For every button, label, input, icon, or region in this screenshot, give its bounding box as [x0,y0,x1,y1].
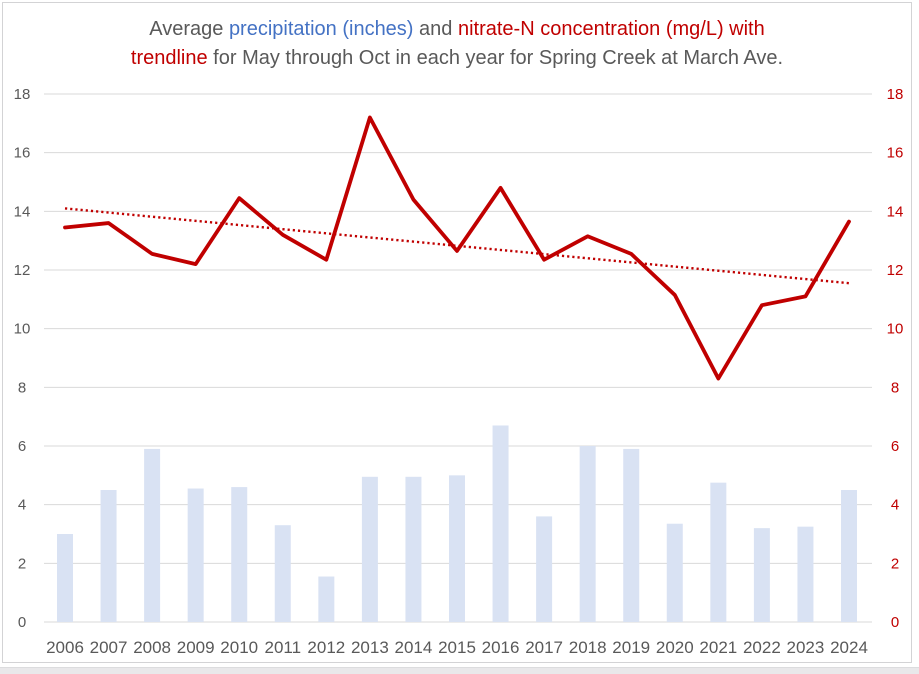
precipitation-bar-2016 [492,425,509,622]
left-axis-tick-label: 8 [18,379,26,396]
right-axis-tick-label: 8 [891,379,899,396]
bottom-window-edge [0,667,919,674]
precipitation-bar-2021 [710,482,727,622]
precipitation-bar-2009 [187,488,204,622]
chart-title: Average precipitation (inches) and nitra… [3,15,911,73]
right-axis-tick-label: 10 [887,321,904,338]
title-segment: and [413,18,458,40]
precipitation-bar-2012 [318,576,335,622]
left-axis-tick-label: 6 [18,438,26,455]
right-axis-tick-label: 2 [891,555,899,572]
precipitation-bar-2007 [100,490,117,622]
right-axis-tick-label: 16 [887,145,904,162]
title-segment: precipitation (inches) [228,18,414,40]
precipitation-bar-2023 [797,526,814,622]
x-axis-tick-label: 2008 [133,638,171,657]
x-axis-tick-label: 2016 [482,638,520,657]
left-axis-tick-label: 0 [18,614,26,631]
title-segment: trendline [130,47,208,69]
precipitation-bar-2020 [666,523,683,622]
precipitation-bar-2014 [405,476,422,622]
nitrate-line [63,115,851,381]
chart-title-line-1: Average precipitation (inches) and nitra… [3,15,911,44]
precipitation-bar-2006 [57,534,73,622]
title-segment: for May through Oct in each year for Spr… [207,47,784,69]
x-axis-tick-label: 2017 [525,638,563,657]
x-axis-tick-label: 2018 [569,638,607,657]
left-axis-tick-label: 14 [14,203,31,220]
precipitation-bar-2017 [536,516,553,622]
precipitation-bar-2013 [361,476,378,622]
x-axis-tick-label: 2020 [656,638,694,657]
x-axis-tick-label: 2010 [220,638,258,657]
left-axis-tick-label: 12 [14,262,31,279]
x-axis-tick-label: 2024 [830,638,868,657]
precipitation-bar-2010 [231,487,248,622]
left-axis-tick-label: 2 [18,555,26,572]
nitrate-trendline [64,207,850,285]
title-segment: nitrate-N concentration (mg/L) with [457,18,765,40]
precipitation-bar-2011 [274,525,291,622]
precipitation-bar-2024 [841,490,857,622]
right-axis-tick-label: 6 [891,438,899,455]
x-axis-tick-label: 2006 [46,638,84,657]
x-axis-tick-label: 2023 [787,638,825,657]
left-axis-tick-label: 18 [14,86,31,103]
right-axis-tick-label: 4 [891,497,899,514]
x-axis-tick-label: 2013 [351,638,389,657]
x-axis-tick-label: 2007 [90,638,128,657]
left-axis-tick-label: 10 [14,321,31,338]
precipitation-bar-2015 [449,475,465,622]
precipitation-bar-2018 [579,446,596,622]
x-axis-tick-label: 2012 [307,638,345,657]
right-axis-tick-label: 14 [887,203,904,220]
x-axis-tick-label: 2021 [699,638,737,657]
x-axis-tick-label: 2015 [438,638,476,657]
precipitation-bar-2019 [623,448,640,622]
chart-title-line-2: trendline for May through Oct in each ye… [3,44,911,73]
x-axis-tick-label: 2011 [264,638,301,657]
x-axis-tick-label: 2014 [395,638,433,657]
right-axis-tick-label: 0 [891,614,899,631]
precipitation-bar-2022 [753,528,770,622]
x-axis-tick-label: 2009 [177,638,215,657]
x-axis-tick-label: 2019 [612,638,650,657]
right-axis-tick-label: 12 [887,262,904,279]
precipitation-bar-2008 [144,448,161,622]
right-axis-tick-label: 18 [887,86,904,103]
x-axis-tick-label: 2022 [743,638,781,657]
left-axis-tick-label: 16 [14,145,31,162]
title-segment: Average [149,18,229,40]
left-axis-tick-label: 4 [18,497,26,514]
